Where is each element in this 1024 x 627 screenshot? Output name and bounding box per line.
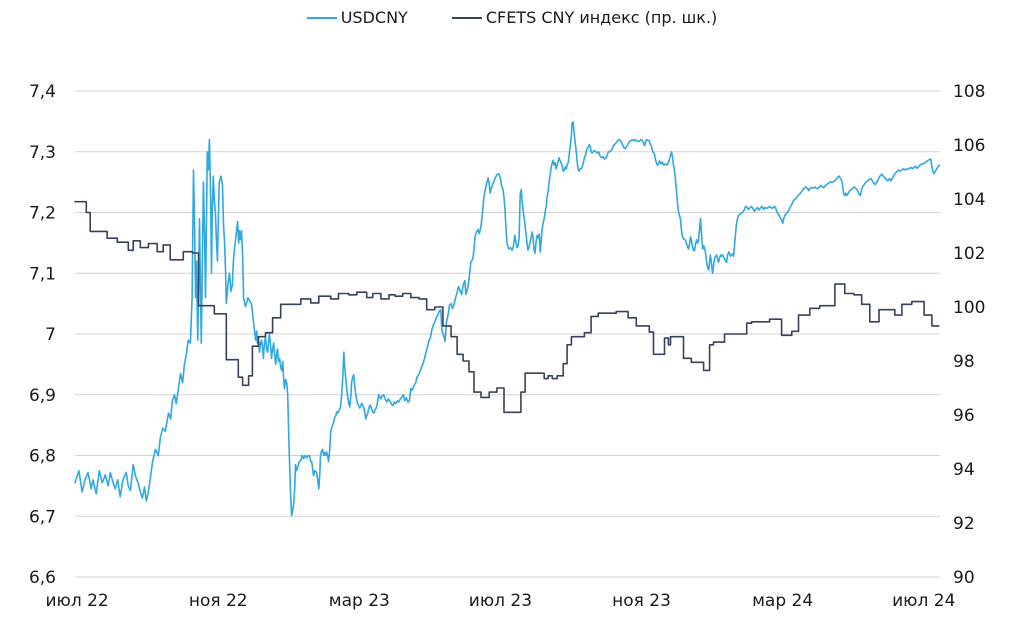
x-axis-tick-label: мар 23 <box>329 591 390 611</box>
left-axis-tick-label: 6,9 <box>29 386 56 406</box>
left-axis-tick-label: 7,1 <box>29 264 56 284</box>
right-axis-tick-label: 92 <box>953 514 975 534</box>
left-axis-tick-label: 7 <box>45 325 56 345</box>
x-axis-tick-label: июл 23 <box>469 591 532 611</box>
legend-label-usdcny: USDCNY <box>340 8 408 27</box>
legend: USDCNY CFETS CNY индекс (пр. шк.) <box>0 8 1024 27</box>
left-axis-tick-label: 6,7 <box>29 507 56 527</box>
right-axis-tick-label: 100 <box>953 298 985 318</box>
cfets-line-swatch-icon <box>451 16 482 19</box>
usdcny-line <box>74 121 941 517</box>
right-axis-tick-label: 98 <box>953 352 975 372</box>
left-axis-tick-label: 7,4 <box>29 82 56 102</box>
x-axis-tick-label: июл 22 <box>45 591 108 611</box>
legend-label-cfets: CFETS CNY индекс (пр. шк.) <box>485 8 718 27</box>
left-axis-tick-label: 6,6 <box>29 568 56 588</box>
left-axis-tick-label: 7,2 <box>29 204 56 224</box>
right-axis-tick-label: 108 <box>953 82 985 102</box>
x-axis-tick-label: ноя 22 <box>189 591 248 611</box>
x-axis-tick-label: ноя 23 <box>612 591 671 611</box>
cfets-line <box>74 200 940 414</box>
right-axis-tick-label: 106 <box>953 136 985 156</box>
right-axis-tick-label: 90 <box>953 568 975 588</box>
right-axis-tick-label: 104 <box>953 190 985 210</box>
legend-item-cfets: CFETS CNY индекс (пр. шк.) <box>451 8 718 27</box>
right-axis-tick-label: 94 <box>953 460 975 480</box>
right-axis-tick-label: 102 <box>953 244 985 264</box>
x-axis-tick-label: мар 24 <box>752 591 813 611</box>
right-axis-tick-label: 96 <box>953 406 975 426</box>
left-axis-tick-label: 7,3 <box>29 143 56 163</box>
usdcny-line-swatch-icon <box>306 16 337 19</box>
left-axis-tick-label: 6,8 <box>29 447 56 467</box>
legend-item-usdcny: USDCNY <box>306 8 408 27</box>
x-axis-tick-label: июл 24 <box>892 591 955 611</box>
